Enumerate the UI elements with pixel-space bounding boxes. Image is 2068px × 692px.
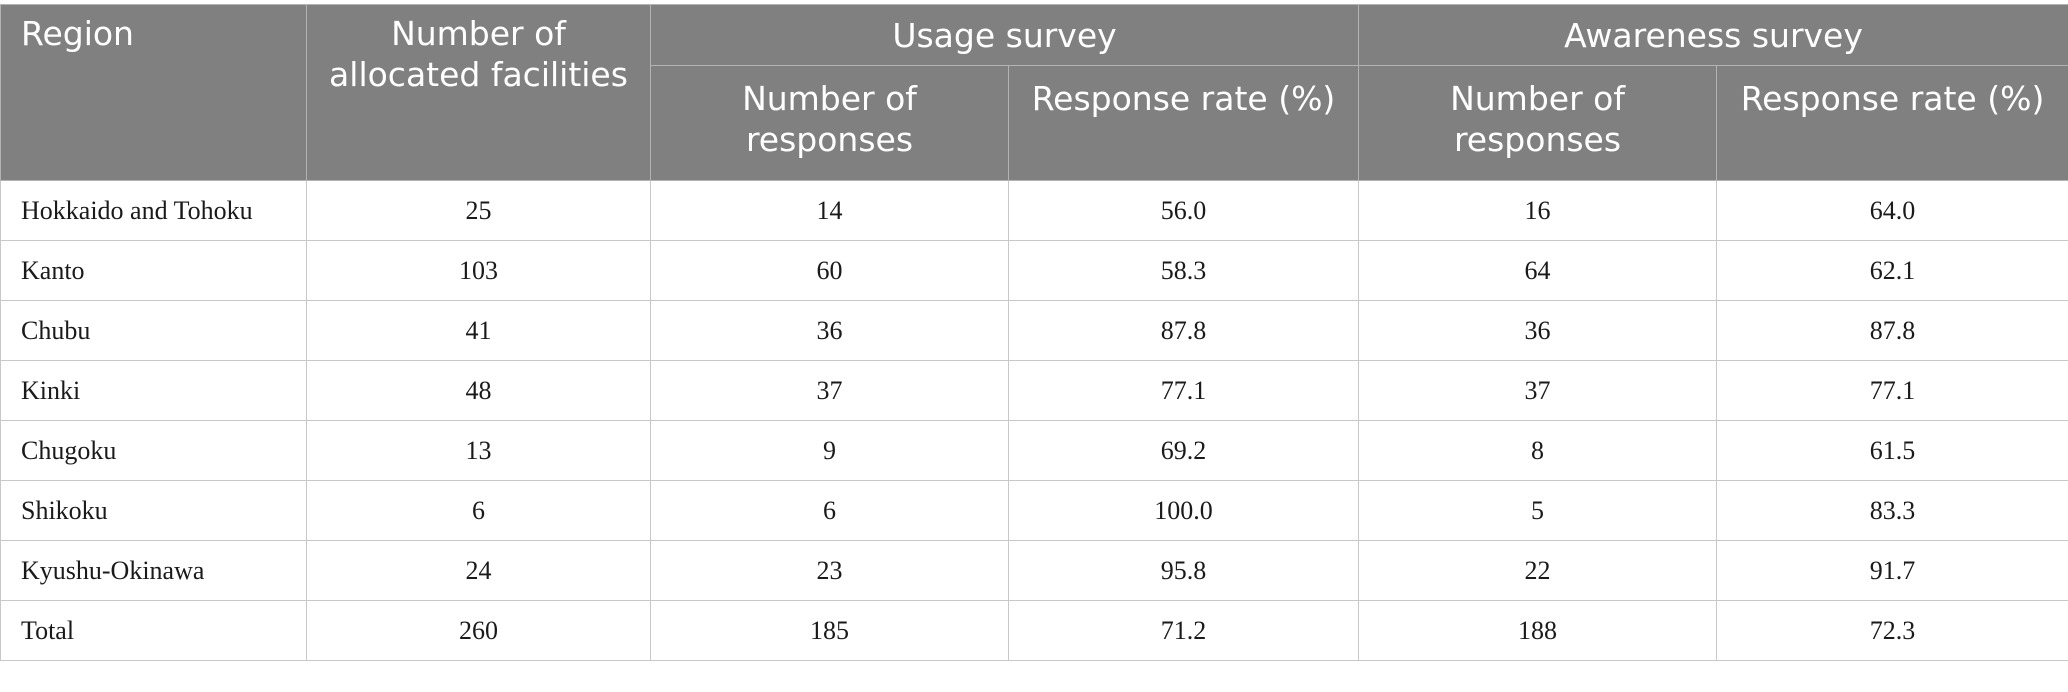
- cell-awareness-responses: 188: [1358, 600, 1718, 661]
- header-awareness-rate: Response rate (%): [1716, 65, 2068, 181]
- cell-usage-responses: 37: [650, 360, 1009, 421]
- table-row: Chugoku 13 9 69.2 8 61.5: [0, 420, 2068, 481]
- cell-region: Kyushu-Okinawa: [0, 540, 307, 601]
- cell-region: Total: [0, 600, 307, 661]
- cell-usage-responses: 36: [650, 300, 1009, 361]
- header-usage-survey: Usage survey: [649, 4, 1360, 66]
- cell-allocated: 48: [306, 360, 651, 421]
- cell-awareness-responses: 37: [1358, 360, 1718, 421]
- cell-usage-rate: 77.1: [1007, 360, 1360, 421]
- header-awareness-survey: Awareness survey: [1358, 4, 2068, 66]
- table-row: Kinki 48 37 77.1 37 77.1: [0, 360, 2068, 421]
- cell-region: Chubu: [0, 300, 307, 361]
- cell-awareness-responses: 22: [1358, 540, 1718, 601]
- table-body: Hokkaido and Tohoku 25 14 56.0 16 64.0 K…: [0, 180, 2068, 661]
- cell-allocated: 41: [306, 300, 651, 361]
- cell-allocated: 25: [306, 180, 651, 241]
- cell-awareness-rate: 72.3: [1716, 600, 2068, 661]
- cell-region: Hokkaido and Tohoku: [0, 180, 307, 241]
- cell-allocated: 24: [306, 540, 651, 601]
- cell-usage-rate: 95.8: [1007, 540, 1360, 601]
- cell-awareness-rate: 64.0: [1716, 180, 2068, 241]
- header-usage-rate: Response rate (%): [1007, 65, 1360, 181]
- cell-region: Shikoku: [0, 480, 307, 541]
- cell-awareness-responses: 16: [1358, 180, 1718, 241]
- cell-awareness-responses: 5: [1358, 480, 1718, 541]
- cell-usage-responses: 60: [650, 240, 1009, 301]
- table-row: Hokkaido and Tohoku 25 14 56.0 16 64.0: [0, 180, 2068, 241]
- cell-awareness-rate: 87.8: [1716, 300, 2068, 361]
- cell-usage-rate: 58.3: [1007, 240, 1360, 301]
- table-row: Kanto 103 60 58.3 64 62.1: [0, 240, 2068, 301]
- cell-allocated: 6: [306, 480, 651, 541]
- cell-usage-responses: 23: [650, 540, 1009, 601]
- cell-awareness-rate: 91.7: [1716, 540, 2068, 601]
- survey-table-container: Region Number of allocated facilities Us…: [0, 4, 2068, 661]
- cell-allocated: 13: [306, 420, 651, 481]
- cell-usage-responses: 9: [650, 420, 1009, 481]
- cell-allocated: 103: [306, 240, 651, 301]
- cell-usage-rate: 100.0: [1007, 480, 1360, 541]
- cell-awareness-rate: 77.1: [1716, 360, 2068, 421]
- cell-usage-rate: 87.8: [1007, 300, 1360, 361]
- cell-region: Kanto: [0, 240, 307, 301]
- cell-region: Kinki: [0, 360, 307, 421]
- cell-usage-rate: 71.2: [1007, 600, 1360, 661]
- table-row: Shikoku 6 6 100.0 5 83.3: [0, 480, 2068, 541]
- header-region: Region: [0, 4, 307, 181]
- table-row-total: Total 260 185 71.2 188 72.3: [0, 600, 2068, 661]
- cell-usage-responses: 14: [650, 180, 1009, 241]
- cell-usage-rate: 56.0: [1007, 180, 1360, 241]
- cell-usage-rate: 69.2: [1007, 420, 1360, 481]
- survey-response-table: Region Number of allocated facilities Us…: [0, 4, 2068, 661]
- cell-awareness-responses: 8: [1358, 420, 1718, 481]
- cell-awareness-rate: 83.3: [1716, 480, 2068, 541]
- table-row: Kyushu-Okinawa 24 23 95.8 22 91.7: [0, 540, 2068, 601]
- cell-usage-responses: 6: [650, 480, 1009, 541]
- header-usage-responses: Number of responses: [650, 65, 1009, 181]
- cell-allocated: 260: [306, 600, 651, 661]
- cell-awareness-responses: 36: [1358, 300, 1718, 361]
- header-allocated-facilities: Number of allocated facilities: [306, 4, 651, 181]
- table-row: Chubu 41 36 87.8 36 87.8: [0, 300, 2068, 361]
- cell-awareness-responses: 64: [1358, 240, 1718, 301]
- header-awareness-responses: Number of responses: [1358, 65, 1718, 181]
- cell-usage-responses: 185: [650, 600, 1009, 661]
- cell-awareness-rate: 62.1: [1716, 240, 2068, 301]
- table-header: Region Number of allocated facilities Us…: [0, 4, 2068, 181]
- cell-awareness-rate: 61.5: [1716, 420, 2068, 481]
- cell-region: Chugoku: [0, 420, 307, 481]
